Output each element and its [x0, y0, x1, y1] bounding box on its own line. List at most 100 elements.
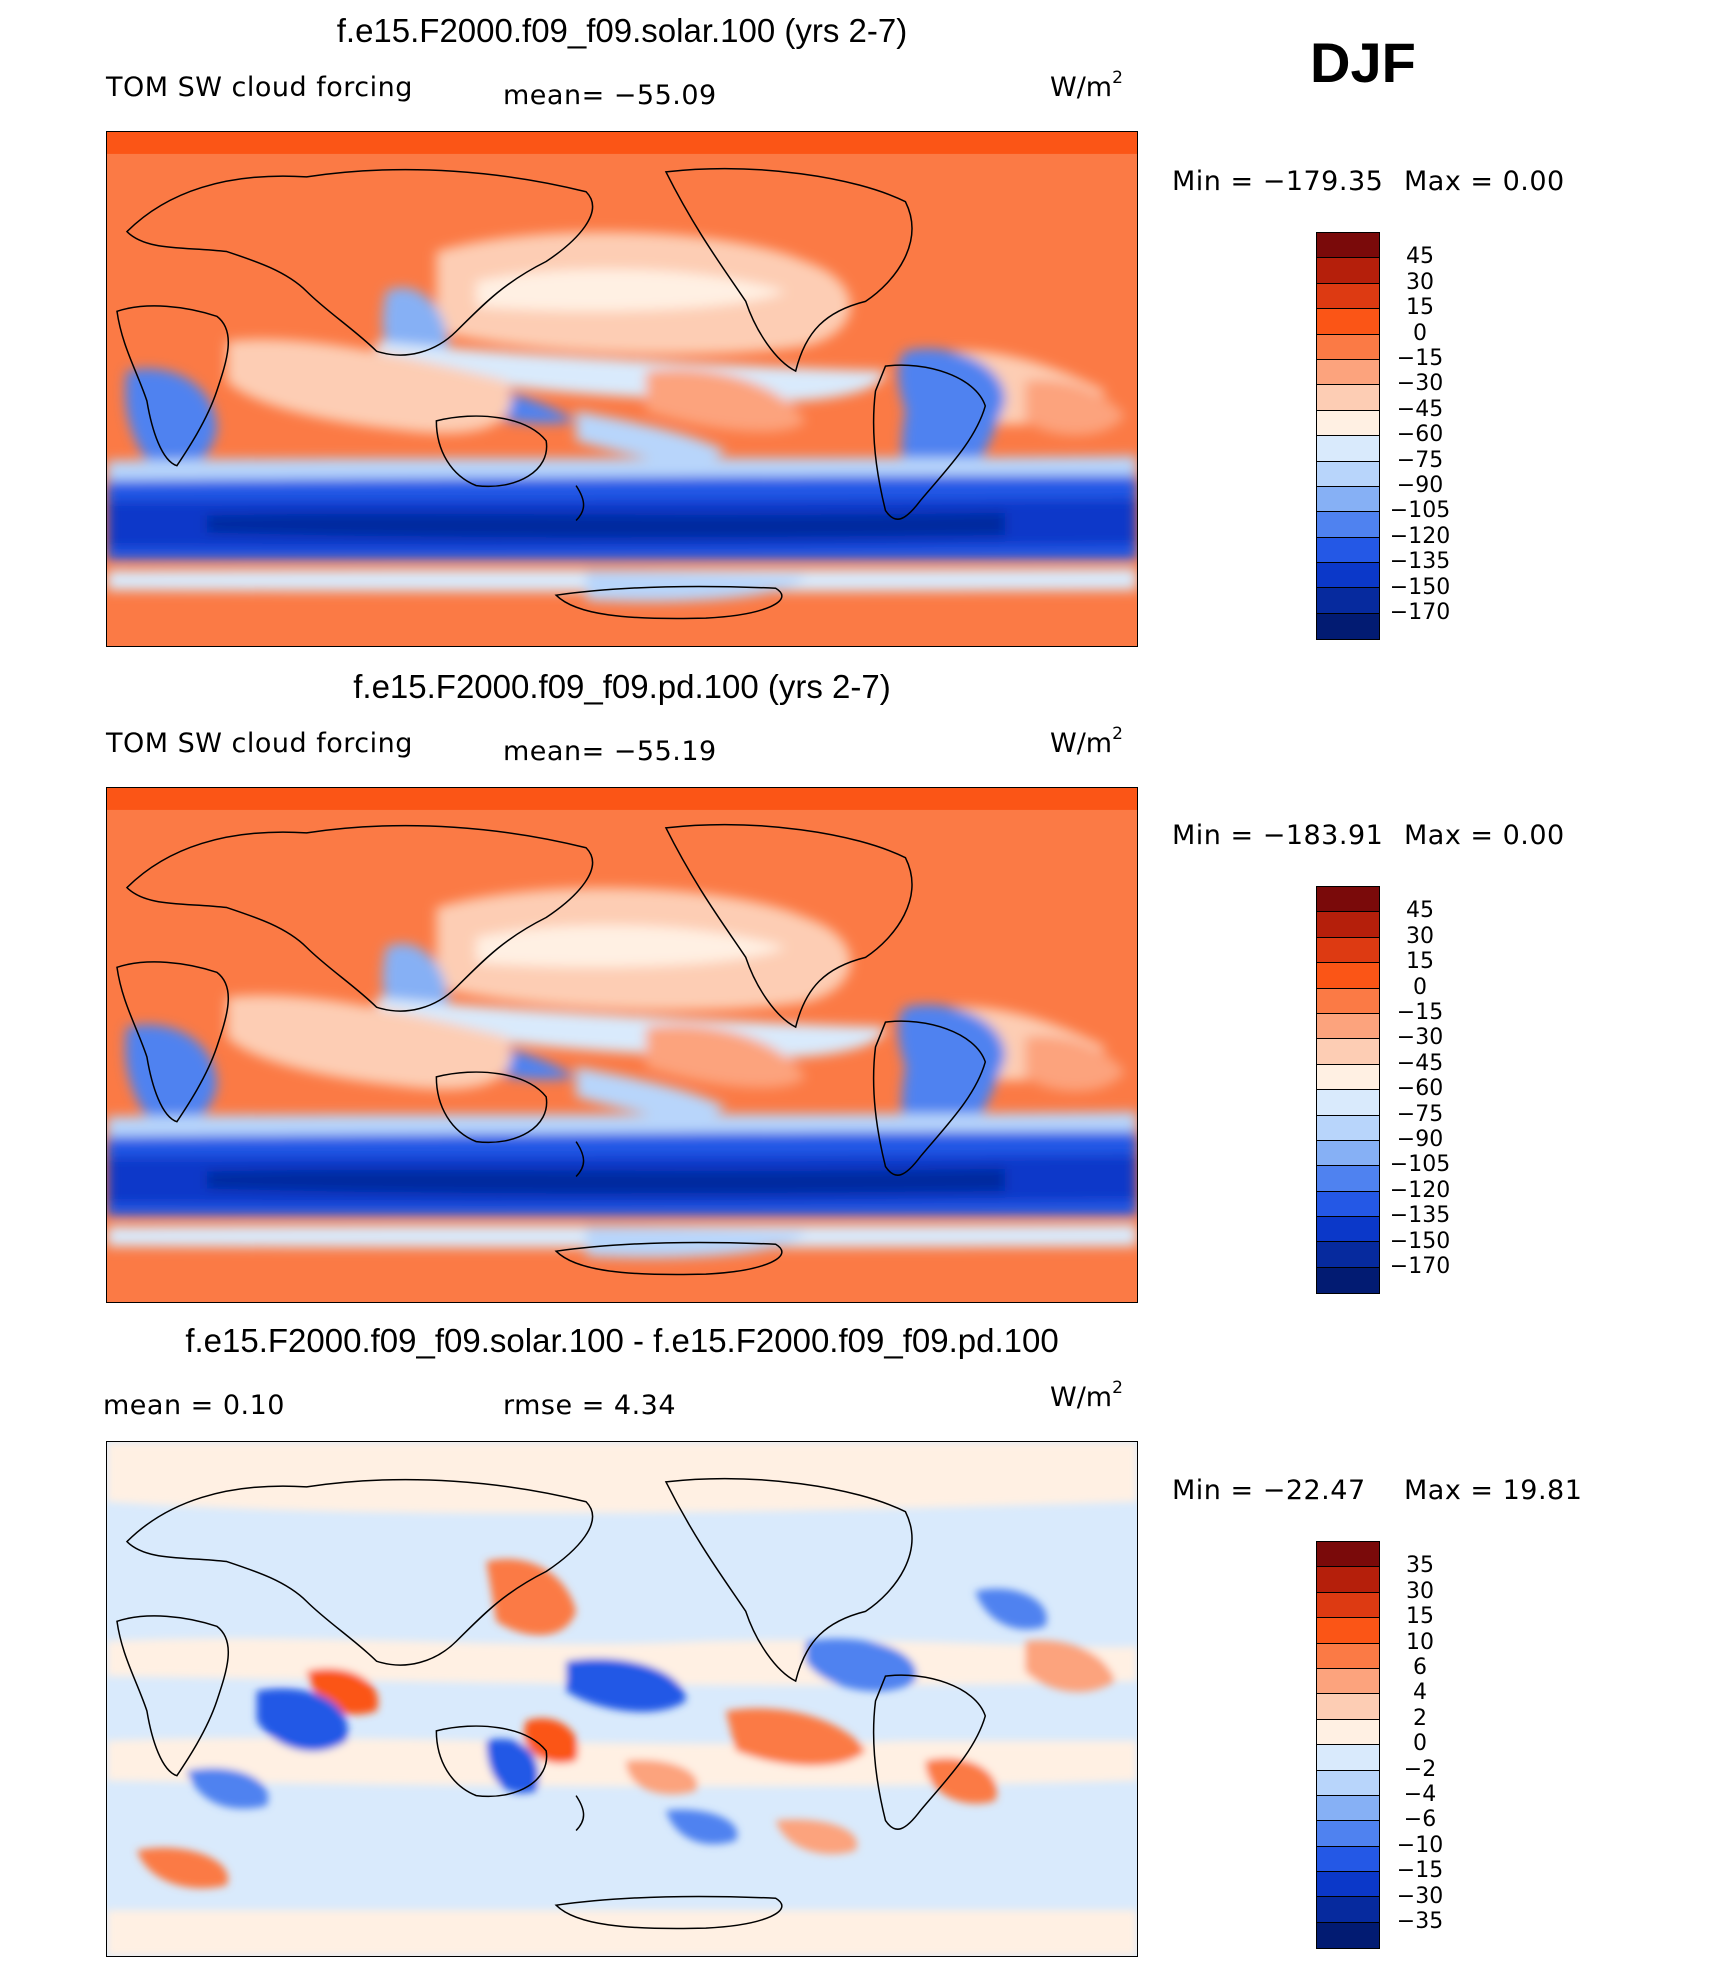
colorbar-tick-label: 30 [1406, 923, 1434, 949]
colorbar-tick-label: −75 [1396, 1101, 1444, 1127]
colorbar-swatch [1317, 1267, 1379, 1294]
panel-1-variable-label: TOM SW cloud forcing [106, 72, 413, 103]
panel-1-units: W/m2 [1050, 68, 1123, 103]
colorbar-swatch [1317, 436, 1379, 462]
colorbar-tick-label: −150 [1389, 574, 1451, 600]
panel-3-max: Max = 19.81 [1404, 1475, 1583, 1506]
colorbar-swatch [1317, 1542, 1379, 1568]
panel-2-title: f.e15.F2000.f09_f09.pd.100 (yrs 2-7) [353, 668, 891, 705]
panel-2-min: Min = −183.91 [1172, 820, 1384, 851]
colorbar-swatch [1317, 1694, 1379, 1720]
colorbar-tick-label: −15 [1396, 1000, 1444, 1025]
colorbar-swatch [1317, 512, 1379, 538]
colorbar-tick-label: −135 [1389, 549, 1451, 575]
panel-3-map [106, 1441, 1138, 1957]
colorbar-swatch [1317, 1115, 1379, 1141]
colorbar-tick-label: −15 [1396, 346, 1444, 371]
panel-1-colorbar [1316, 232, 1380, 641]
colorbar-tick-label: −6 [1403, 1807, 1437, 1833]
colorbar-swatch [1317, 334, 1379, 360]
colorbar-tick-label: 0 [1413, 320, 1427, 346]
panel-3-colorbar [1316, 1541, 1380, 1950]
colorbar-tick-label: 0 [1413, 1731, 1427, 1757]
colorbar-swatch [1317, 1668, 1379, 1695]
colorbar-swatch [1317, 1897, 1379, 1923]
colorbar-tick-label: 30 [1406, 1578, 1434, 1604]
colorbar-tick-label: 15 [1406, 1604, 1434, 1630]
panel-1-title: f.e15.F2000.f09_f09.solar.100 (yrs 2-7) [336, 12, 908, 49]
colorbar-tick-label: −35 [1396, 1909, 1444, 1934]
colorbar-tick-label: −120 [1389, 1177, 1451, 1203]
colorbar-swatch [1317, 359, 1379, 386]
colorbar-swatch [1317, 1745, 1379, 1771]
colorbar-tick-label: −135 [1389, 1203, 1451, 1229]
panel-3-mean: mean = 0.10 [103, 1390, 285, 1421]
colorbar-swatch [1317, 1090, 1379, 1116]
colorbar-swatch [1317, 988, 1379, 1014]
colorbar-swatch [1317, 410, 1379, 437]
panel-2-colorbar [1316, 886, 1380, 1295]
colorbar-swatch [1317, 1922, 1379, 1949]
colorbar-swatch [1317, 1191, 1379, 1218]
colorbar-tick-label: −30 [1396, 371, 1444, 397]
colorbar-swatch [1317, 563, 1379, 589]
panel-1-min: Min = −179.35 [1172, 166, 1384, 197]
panel-1-mean: mean= −55.09 [503, 80, 717, 111]
colorbar-swatch [1317, 1821, 1379, 1847]
colorbar-swatch [1317, 1592, 1379, 1619]
colorbar-swatch [1317, 486, 1379, 513]
colorbar-swatch [1317, 385, 1379, 411]
colorbar-swatch [1317, 1217, 1379, 1243]
colorbar-swatch [1317, 1567, 1379, 1593]
colorbar-tick-label: −10 [1396, 1832, 1444, 1858]
colorbar-tick-label: −75 [1396, 447, 1444, 473]
colorbar-tick-label: 15 [1406, 295, 1434, 321]
colorbar-swatch [1317, 1643, 1379, 1669]
colorbar-swatch [1317, 588, 1379, 614]
colorbar-tick-label: 10 [1406, 1629, 1434, 1655]
colorbar-swatch [1317, 1618, 1379, 1644]
panel-2-units: W/m2 [1050, 724, 1123, 759]
colorbar-swatch [1317, 1846, 1379, 1873]
colorbar-swatch [1317, 1064, 1379, 1091]
colorbar-swatch [1317, 937, 1379, 964]
colorbar-tick-label: −2 [1403, 1756, 1437, 1782]
colorbar-tick-label: −30 [1396, 1025, 1444, 1051]
colorbar-tick-label: −120 [1389, 523, 1451, 549]
season-label: DJF [1310, 31, 1416, 94]
colorbar-swatch [1317, 613, 1379, 640]
colorbar-tick-label: −105 [1389, 1152, 1451, 1178]
colorbar-swatch [1317, 309, 1379, 335]
colorbar-tick-label: −150 [1389, 1228, 1451, 1254]
colorbar-swatch [1317, 461, 1379, 487]
colorbar-swatch [1317, 912, 1379, 938]
colorbar-tick-label: 30 [1406, 269, 1434, 295]
colorbar-tick-label: 0 [1413, 974, 1427, 1000]
panel-3-rmse: rmse = 4.34 [503, 1390, 677, 1421]
panel-3-title: f.e15.F2000.f09_f09.solar.100 - f.e15.F2… [185, 1322, 1059, 1359]
colorbar-tick-label: −105 [1389, 498, 1451, 524]
colorbar-tick-label: −4 [1403, 1782, 1437, 1807]
colorbar-swatch [1317, 1242, 1379, 1268]
panel-1-map [106, 131, 1138, 647]
colorbar-tick-label: −45 [1396, 396, 1444, 422]
panel-2-map [106, 787, 1138, 1303]
colorbar-tick-label: −30 [1396, 1883, 1444, 1909]
colorbar-swatch [1317, 1795, 1379, 1822]
colorbar-swatch [1317, 233, 1379, 259]
panel-2-variable-label: TOM SW cloud forcing [106, 728, 413, 759]
colorbar-tick-label: 35 [1406, 1553, 1434, 1579]
colorbar-swatch [1317, 1140, 1379, 1167]
colorbar-tick-label: 45 [1406, 244, 1434, 270]
colorbar-tick-label: −170 [1389, 600, 1451, 625]
colorbar-tick-label: −90 [1396, 473, 1444, 498]
colorbar-tick-label: −15 [1396, 1858, 1444, 1884]
colorbar-swatch [1317, 1013, 1379, 1040]
colorbar-tick-label: 6 [1413, 1655, 1427, 1680]
colorbar-tick-label: −60 [1396, 422, 1444, 448]
colorbar-tick-label: −45 [1396, 1050, 1444, 1076]
colorbar-tick-label: 2 [1413, 1705, 1427, 1731]
colorbar-swatch [1317, 1719, 1379, 1746]
colorbar-tick-label: 45 [1406, 898, 1434, 924]
colorbar-swatch [1317, 258, 1379, 284]
